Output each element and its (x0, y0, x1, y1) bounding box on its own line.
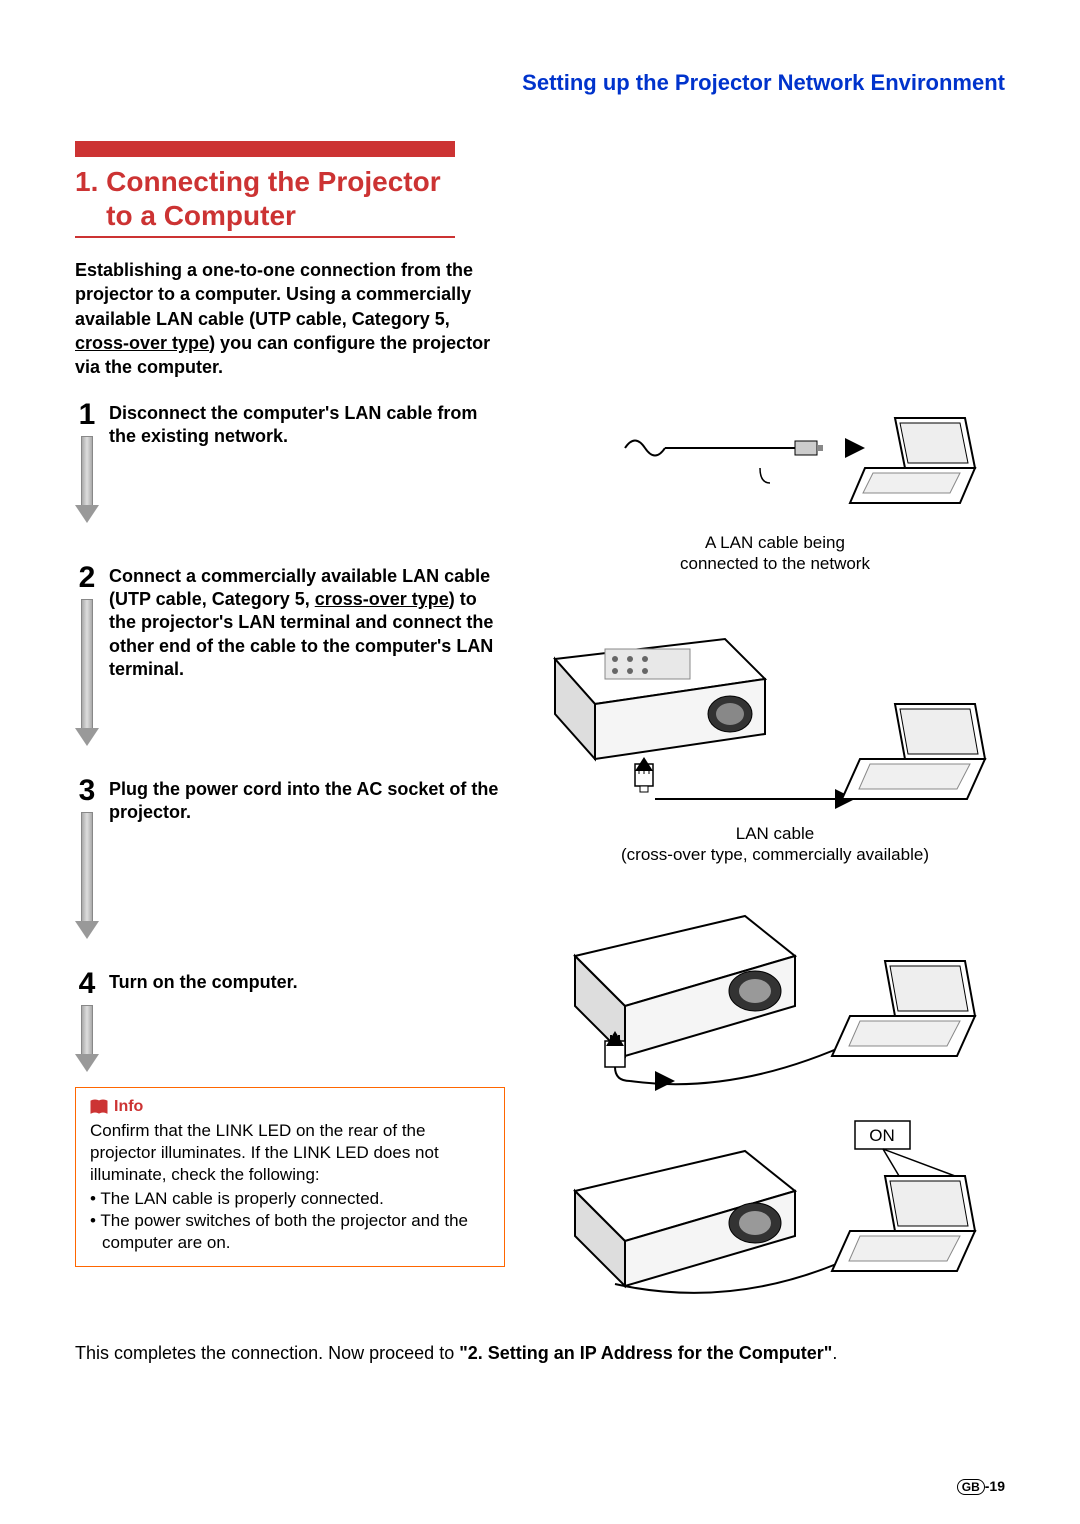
step-3: 3 Plug the power cord into the AC socket… (75, 774, 505, 939)
illustration-connect-lan: LAN cable (cross-over type, commercially… (535, 609, 1015, 866)
step-1: 1 Disconnect the computer's LAN cable fr… (75, 398, 505, 523)
step-number: 3 (79, 774, 96, 808)
step-number: 4 (79, 967, 96, 1001)
step-text: Disconnect the computer's LAN cable from… (109, 398, 505, 449)
step-4: 4 Turn on the computer. (75, 967, 505, 1072)
steps-column: 1 Disconnect the computer's LAN cable fr… (75, 398, 505, 1321)
step-connector-bar (81, 436, 93, 506)
step-text: Turn on the computer. (109, 967, 298, 994)
intro-paragraph: Establishing a one-to-one connection fro… (75, 258, 505, 379)
info-bullet: The power switches of both the projector… (90, 1210, 490, 1254)
info-body: Confirm that the LINK LED on the rear of… (90, 1120, 490, 1255)
intro-underline: cross-over type (75, 333, 209, 353)
info-header: Info (90, 1098, 490, 1116)
arrow-down-icon (75, 921, 99, 939)
step-indicator: 4 (75, 967, 99, 1072)
on-label: ON (869, 1126, 895, 1145)
illustrations-column: A LAN cable being connected to the netwo… (535, 398, 1015, 1321)
intro-pre: Establishing a one-to-one connection fro… (75, 260, 473, 329)
info-title: Info (114, 1098, 143, 1116)
step-connector-bar (81, 812, 93, 922)
info-bullet: The LAN cable is properly connected. (90, 1188, 490, 1210)
arrow-down-icon (75, 505, 99, 523)
content-columns: 1 Disconnect the computer's LAN cable fr… (75, 398, 1005, 1321)
step-number: 1 (79, 398, 96, 432)
section-title: 1. Connecting the Projector 1. to a Comp… (75, 165, 455, 238)
section-accent-bar (75, 141, 455, 157)
illustration-caption: A LAN cable being connected to the netwo… (680, 532, 870, 575)
step-connector-bar (81, 1005, 93, 1055)
step-text: Plug the power cord into the AC socket o… (109, 774, 505, 825)
footer-text: This completes the connection. Now proce… (75, 1343, 1005, 1364)
page-number: GB-19 (957, 1478, 1005, 1494)
step-indicator: 1 (75, 398, 99, 523)
illustration-caption: LAN cable (cross-over type, commercially… (621, 823, 929, 866)
step-indicator: 3 (75, 774, 99, 939)
step-2: 2 Connect a commercially available LAN c… (75, 561, 505, 746)
section-title-line1: Connecting the Projector (106, 166, 440, 197)
step-connector-bar (81, 599, 93, 729)
arrow-down-icon (75, 728, 99, 746)
illustration-disconnect: A LAN cable being connected to the netwo… (535, 408, 1015, 575)
info-bullet-list: The LAN cable is properly connected. The… (90, 1188, 490, 1254)
step-indicator: 2 (75, 561, 99, 746)
book-icon (90, 1099, 108, 1115)
step-text: Connect a commercially available LAN cab… (109, 561, 505, 682)
arrow-down-icon (75, 1054, 99, 1072)
page-header: Setting up the Projector Network Environ… (75, 70, 1005, 96)
section-number: 1. (75, 166, 98, 197)
illustration-power-cord (535, 896, 1015, 1096)
info-box: Info Confirm that the LINK LED on the re… (75, 1087, 505, 1268)
step-number: 2 (79, 561, 96, 595)
section-title-line2: to a Computer (106, 200, 296, 231)
info-intro-text: Confirm that the LINK LED on the rear of… (90, 1120, 490, 1186)
illustration-turn-on: ON (535, 1116, 1015, 1306)
